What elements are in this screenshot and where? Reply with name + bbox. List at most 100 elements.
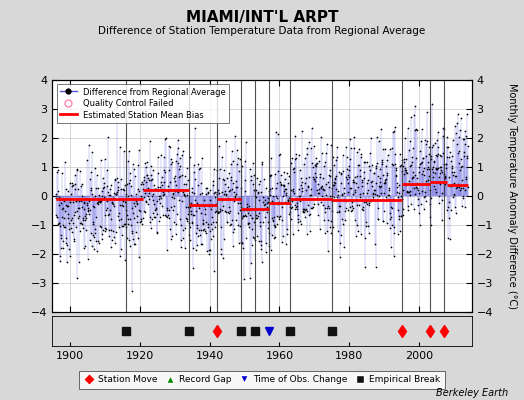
Point	[179, 148, 187, 154]
Point	[463, 155, 471, 162]
Point	[454, 183, 463, 190]
Point	[212, 201, 220, 208]
Point	[236, 222, 245, 229]
Point	[310, 176, 319, 182]
Point	[369, 194, 377, 200]
Point	[293, 227, 302, 234]
Point	[379, 180, 388, 186]
Point	[463, 184, 472, 190]
Point	[142, 199, 150, 205]
Point	[434, 165, 443, 172]
Point	[358, 179, 366, 186]
Point	[80, 200, 89, 206]
Point	[325, 205, 333, 211]
Point	[323, 248, 332, 254]
Point	[157, 182, 166, 188]
Point	[324, 179, 332, 185]
Point	[194, 166, 203, 172]
Point	[205, 197, 214, 204]
Point	[215, 190, 223, 196]
Point	[164, 188, 172, 194]
Point	[461, 141, 469, 148]
Point	[323, 141, 331, 148]
Point	[380, 208, 388, 214]
Point	[127, 192, 135, 198]
Point	[106, 227, 115, 233]
Point	[301, 214, 309, 220]
Point	[202, 230, 211, 236]
Point	[291, 132, 299, 139]
Point	[157, 178, 165, 185]
Point	[103, 204, 111, 211]
Point	[92, 200, 101, 206]
Point	[76, 220, 84, 226]
Point	[426, 201, 434, 207]
Point	[340, 196, 348, 203]
Point	[253, 233, 261, 240]
Point	[325, 224, 334, 230]
Point	[146, 138, 154, 144]
Point	[189, 265, 197, 272]
Point	[76, 228, 84, 234]
Point	[294, 218, 302, 225]
Point	[345, 174, 353, 180]
Point	[66, 198, 74, 205]
Point	[356, 194, 364, 200]
Point	[271, 223, 280, 229]
Point	[322, 192, 331, 198]
Point	[426, 214, 434, 220]
Point	[242, 235, 250, 241]
Point	[178, 198, 186, 204]
Point	[252, 215, 260, 221]
Point	[113, 104, 121, 110]
Point	[352, 233, 360, 240]
Point	[113, 174, 122, 181]
Point	[413, 180, 421, 186]
Point	[147, 162, 155, 169]
Point	[267, 232, 276, 238]
Point	[436, 167, 445, 174]
Point	[78, 204, 86, 210]
Point	[128, 210, 137, 216]
Point	[460, 153, 468, 160]
Point	[249, 181, 257, 187]
Point	[185, 232, 193, 239]
Point	[316, 174, 324, 180]
Point	[298, 188, 306, 194]
Point	[398, 156, 406, 163]
Point	[89, 220, 97, 227]
Point	[54, 194, 63, 200]
Point	[213, 208, 222, 215]
Point	[418, 158, 426, 165]
Point	[302, 175, 310, 182]
Point	[388, 205, 397, 212]
Point	[120, 187, 128, 194]
Point	[320, 209, 329, 215]
Point	[64, 246, 73, 252]
Point	[222, 190, 231, 197]
Point	[54, 188, 62, 194]
Point	[58, 214, 66, 220]
Point	[230, 179, 238, 186]
Point	[160, 136, 169, 142]
Point	[200, 203, 208, 209]
Point	[388, 144, 396, 151]
Point	[163, 205, 171, 212]
Point	[210, 268, 219, 274]
Point	[248, 242, 256, 248]
Point	[74, 214, 82, 221]
Point	[72, 224, 80, 230]
Point	[278, 216, 286, 223]
Point	[459, 184, 467, 191]
Point	[160, 179, 168, 185]
Point	[286, 204, 294, 210]
Point	[442, 160, 450, 167]
Point	[176, 155, 184, 162]
Point	[73, 166, 81, 172]
Point	[80, 206, 89, 212]
Point	[456, 156, 465, 162]
Point	[121, 221, 129, 227]
Point	[145, 190, 153, 197]
Point	[381, 177, 389, 183]
Point	[343, 154, 351, 160]
